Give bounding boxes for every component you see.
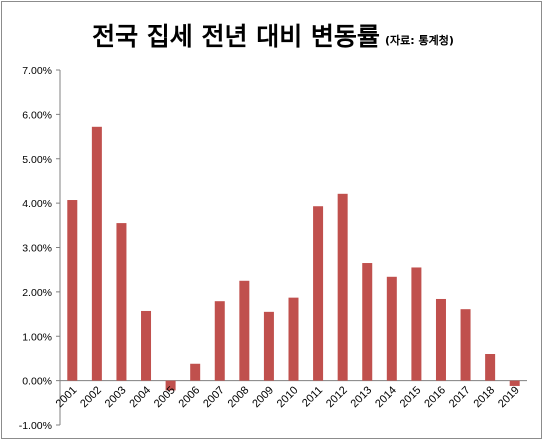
x-tick-label: 2016 [422,384,448,410]
bar-2014 [386,276,397,381]
x-tick-label: 2002 [78,384,104,410]
bar-2010 [288,297,299,381]
x-tick-label: 2012 [324,384,350,410]
y-tick-label: -1.00% [19,420,52,432]
chart-subtitle: (자료: 통계청) [385,33,454,47]
x-tick-label: 2009 [250,384,276,410]
bar-2006 [190,363,201,381]
bar-2012 [337,193,348,381]
x-tick-label: 2018 [471,384,497,410]
bar-2002 [91,126,102,381]
y-tick-label: 6.00% [22,109,52,121]
x-tick-label: 2004 [127,384,153,410]
y-tick-label: 2.00% [22,287,52,299]
x-tick-labels: 2001200220032004200520062007200820092010… [54,384,522,410]
y-tick-label: 5.00% [22,154,52,166]
bar-2003 [116,223,127,381]
x-tick-label: 2011 [300,384,325,409]
bar-2018 [485,354,496,381]
bar-2017 [460,309,471,381]
x-tick-label: 2019 [496,384,522,410]
bar-2009 [263,311,274,381]
x-tick-label: 2001 [54,384,80,410]
x-tick-label: 2006 [177,384,203,410]
bar-2008 [239,280,250,381]
bar-2005 [165,380,176,391]
x-tick-label: 2015 [398,384,424,410]
y-tick-label: 1.00% [22,331,52,343]
x-tick-label: 2013 [349,384,375,410]
bar-2004 [141,310,152,381]
x-tick-label: 2007 [201,384,227,410]
bar-2013 [362,263,373,381]
y-tick-label: 7.00% [22,65,52,77]
chart-title: 전국 집세 전년 대비 변동률 [92,22,380,51]
y-tick-labels: 7.00% 6.00% 5.00% 4.00% 3.00% 2.00% 1.00% 0.00%… [19,65,52,432]
bar-2001 [67,200,78,381]
y-tick-label: 3.00% [22,243,52,255]
x-tick-label: 2003 [103,384,129,410]
x-tick-label: 2014 [373,384,399,410]
bar-2015 [411,267,422,381]
y-tick-label: 4.00% [22,198,52,210]
x-tick-label: 2010 [275,384,301,410]
x-tick-label: 2008 [226,384,252,410]
bar-2011 [313,206,324,381]
bar-2019 [509,380,520,386]
x-tick-label: 2017 [447,384,473,410]
bars [67,126,520,391]
bar-2016 [435,298,446,381]
y-tick-label: 0.00% [22,376,52,388]
bar-2007 [214,301,225,381]
